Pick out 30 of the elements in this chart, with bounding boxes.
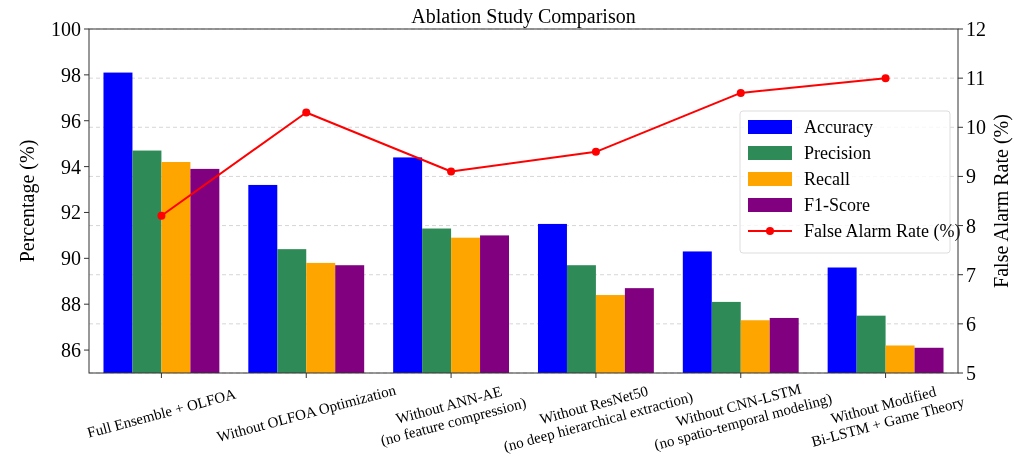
y-tick-label: 94 <box>61 155 81 178</box>
y2-tick-label: 10 <box>966 116 986 139</box>
y2-tick-label: 9 <box>966 165 976 188</box>
y-tick-label: 92 <box>61 201 81 224</box>
y-tick-label: 88 <box>61 293 81 316</box>
point <box>736 88 745 97</box>
y2-tick-label: 12 <box>966 18 986 40</box>
y-tick-label: 86 <box>61 339 81 362</box>
point <box>447 167 456 176</box>
point <box>881 74 890 83</box>
legend-label: F1-Score <box>804 195 870 216</box>
y-axis-title: Percentage (%) <box>16 139 39 263</box>
legend-label: Accuracy <box>804 117 873 138</box>
y-tick-label: 96 <box>61 109 81 132</box>
point <box>302 108 311 117</box>
y-tick-label: 100 <box>51 18 81 40</box>
y2-axis-title: False Alarm Rate (%) <box>990 114 1013 288</box>
legend-label: Precision <box>804 143 871 164</box>
y-tick-label: 98 <box>61 63 81 86</box>
legend-label: False Alarm Rate (%) <box>804 221 961 243</box>
y2-tick-label: 11 <box>966 67 986 90</box>
legend-label: Recall <box>804 169 850 190</box>
point <box>591 147 600 156</box>
y2-tick-label: 7 <box>966 263 976 286</box>
y2-tick-label: 6 <box>966 312 976 335</box>
point <box>157 211 166 220</box>
y2-tick-label: 5 <box>966 362 976 384</box>
y2-tick-label: 8 <box>966 214 976 237</box>
y-tick-label: 90 <box>61 247 81 270</box>
chart-title: Ablation Study Comparison <box>411 5 636 28</box>
